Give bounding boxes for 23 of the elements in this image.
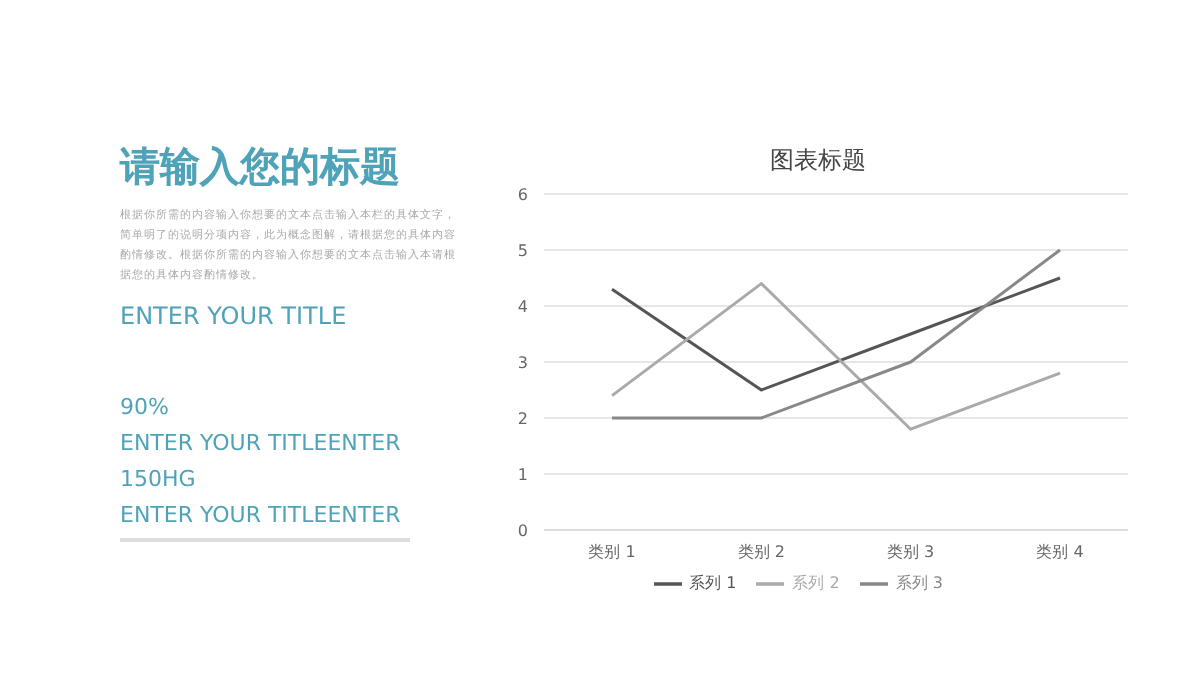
x-tick-label: 类别 2	[737, 543, 785, 562]
y-tick-label: 6	[517, 185, 528, 204]
y-tick-label: 2	[517, 409, 528, 428]
text: ENTER YOUR TITLEENTER	[120, 500, 403, 532]
text: 90%	[120, 392, 171, 424]
chart-title: 图表标题	[768, 144, 868, 178]
y-tick-label: 4	[517, 297, 528, 316]
y-tick-label: 0	[517, 521, 528, 540]
y-tick-label: 1	[517, 465, 528, 484]
legend-label: 系列 1	[689, 574, 737, 593]
x-tick-label: 类别 1	[588, 543, 636, 562]
text: ENTER YOUR TITLEENTER	[120, 428, 403, 460]
text: ENTER YOUR TITLE	[120, 302, 349, 330]
y-tick-label: 3	[517, 353, 528, 372]
x-tick-label: 类别 3	[887, 543, 935, 562]
line-series	[610, 276, 1062, 392]
x-tick-label: 类别 4	[1036, 543, 1084, 562]
y-tick-label: 5	[517, 241, 528, 260]
legend-label: 系列 3	[895, 574, 943, 593]
line-series	[610, 282, 1062, 431]
legend-label: 系列 2	[792, 574, 840, 593]
text: 请输入您的标题	[120, 140, 402, 194]
text: 150HG	[120, 464, 198, 496]
